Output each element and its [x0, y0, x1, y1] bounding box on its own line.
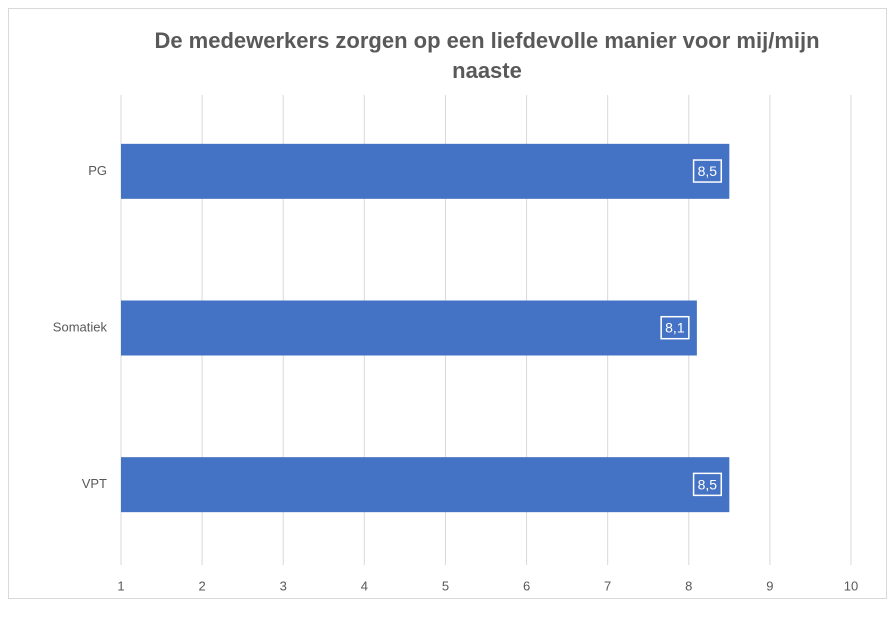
x-tick-label: 1 — [117, 578, 124, 593]
data-label-box — [692, 472, 723, 497]
data-label: 8,5 — [698, 476, 718, 492]
bar — [121, 457, 730, 513]
bar — [121, 143, 730, 199]
data-label: 8,5 — [698, 163, 718, 179]
data-label-box — [660, 315, 690, 340]
x-tick-label: 5 — [442, 578, 449, 593]
x-tick-label: 2 — [198, 578, 205, 593]
chart-border — [8, 8, 887, 599]
bar — [121, 300, 697, 356]
x-tick-label: 7 — [604, 578, 611, 593]
x-tick-label: 3 — [280, 578, 287, 593]
y-tick-label: PG — [88, 163, 107, 178]
x-tick-label: 8 — [685, 578, 692, 593]
x-tick-label: 9 — [766, 578, 773, 593]
x-tick-label: 10 — [844, 578, 858, 593]
chart-title: De medewerkers zorgen op een liefdevolle… — [154, 28, 820, 83]
y-tick-label: VPT — [82, 476, 107, 491]
x-tick-label: 4 — [361, 578, 368, 593]
data-label: 8,1 — [665, 320, 685, 336]
data-label-box — [692, 159, 723, 183]
x-tick-label: 6 — [523, 578, 530, 593]
y-tick-label: Somatiek — [53, 319, 108, 334]
